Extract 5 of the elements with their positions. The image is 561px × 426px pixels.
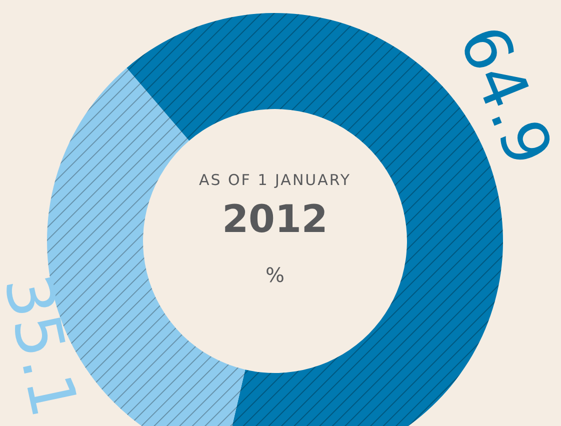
text: 2012 (222, 197, 328, 241)
data-label: 35.1 (0, 268, 92, 424)
text: AS OF 1 JANUARY (198, 171, 352, 189)
data-label: 64.9 (444, 16, 561, 176)
text: % (265, 263, 285, 287)
